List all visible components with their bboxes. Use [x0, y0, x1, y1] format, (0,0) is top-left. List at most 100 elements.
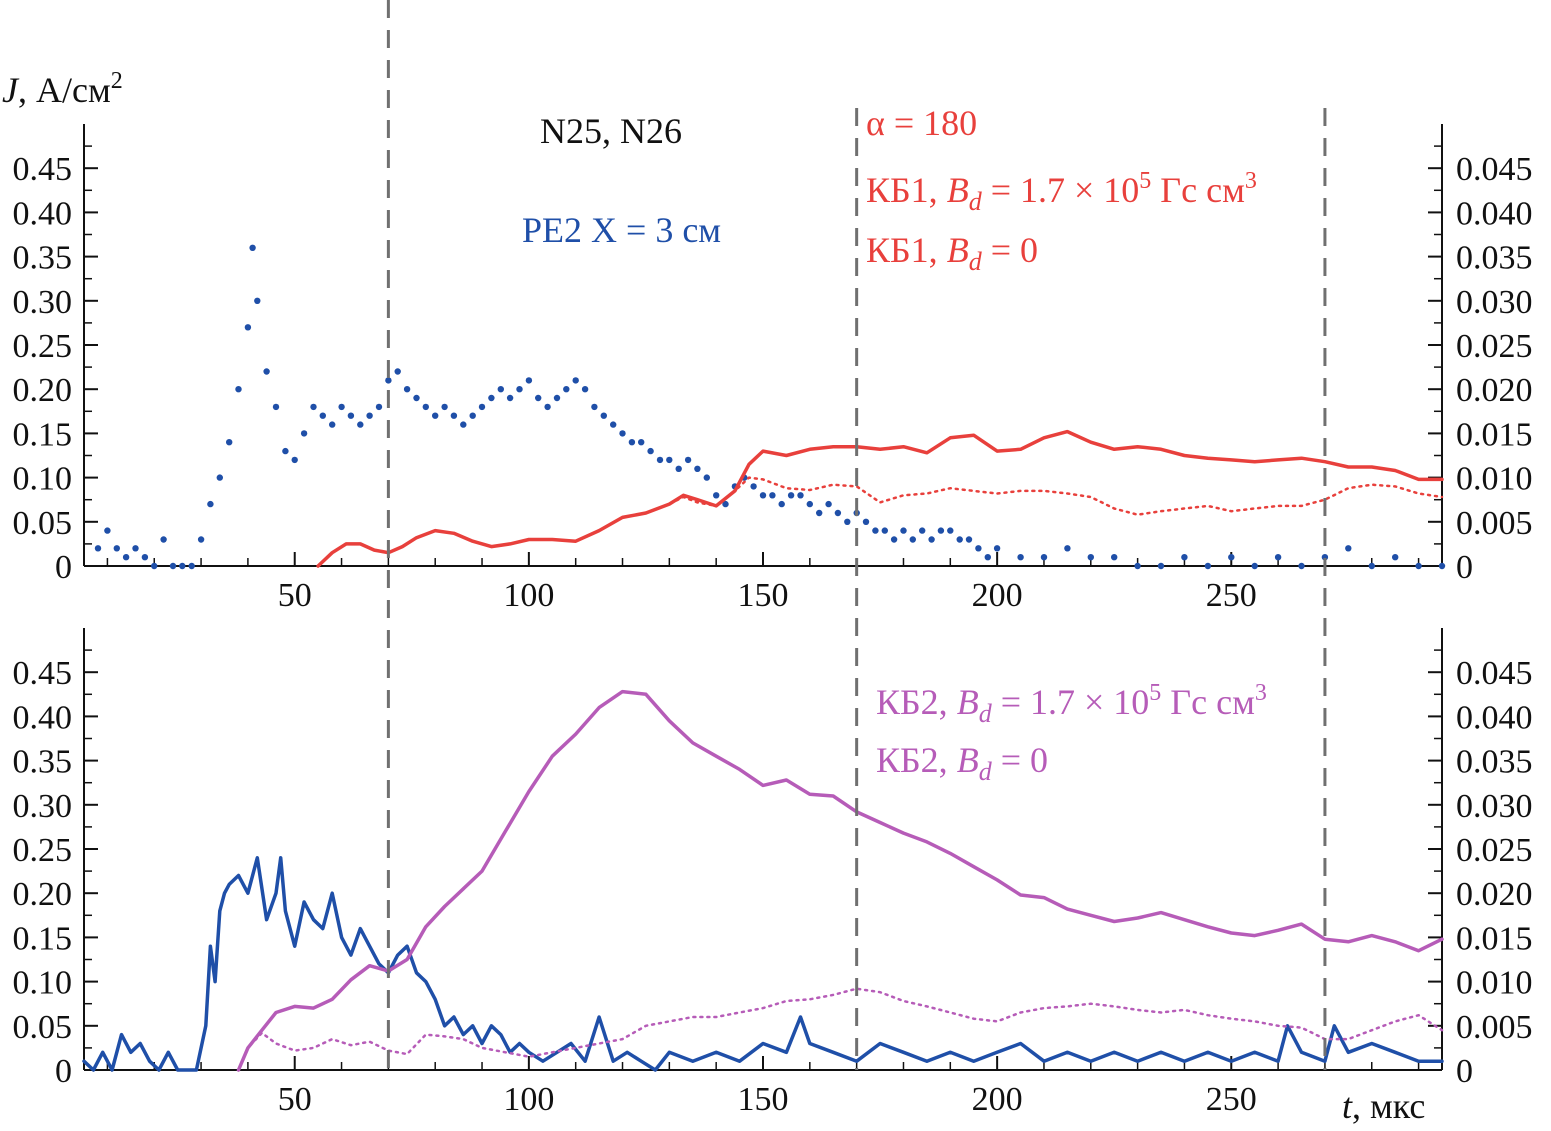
series-line: [316, 476, 1444, 568]
data-point: [956, 536, 963, 543]
data-point: [947, 527, 954, 534]
data-point: [1251, 562, 1258, 570]
alpha-annotation: α = 180: [866, 103, 977, 143]
y-left-tick-label: 0.10: [13, 965, 73, 1002]
data-point: [497, 386, 504, 393]
kb2-zero-legend: КБ2, Bd = 0: [876, 740, 1048, 786]
y-axis-title: J, А/см2: [2, 68, 123, 110]
y-right-tick-label: 0.035: [1456, 240, 1533, 277]
data-point: [806, 500, 813, 508]
data-point: [1228, 554, 1235, 561]
series-bottom-0: [82, 856, 1444, 1072]
data-point: [310, 403, 317, 411]
y-left-tick-label: 0.25: [13, 328, 73, 365]
data-point: [600, 412, 607, 419]
series-line: [237, 987, 1444, 1072]
y-right-tick-label: 0.040: [1456, 195, 1533, 232]
data-point: [844, 518, 851, 525]
data-point: [759, 492, 767, 499]
data-point: [638, 439, 645, 446]
y-right-tick-label: 0.020: [1456, 372, 1533, 409]
y-left-tick-label: 0.35: [13, 744, 73, 781]
data-point: [188, 562, 195, 570]
top-panel: 0 0.05 0.10 0.15 0.20 0.25 0.30 0.35 0.40 0.45 0 0.…: [13, 124, 1533, 614]
series-top-2: [316, 476, 1444, 568]
data-point: [291, 456, 298, 464]
data-point: [300, 430, 308, 437]
x-tick-label: 200: [972, 577, 1023, 614]
data-point: [506, 394, 514, 402]
data-point: [235, 386, 242, 393]
data-point: [1274, 554, 1282, 561]
data-point: [628, 439, 636, 446]
data-point: [413, 394, 420, 402]
data-point: [403, 386, 411, 393]
data-point: [1157, 562, 1165, 570]
data-point: [385, 377, 392, 384]
y-left-tick-label: 0.20: [13, 876, 73, 913]
data-point: [862, 518, 870, 525]
vertical-dashed-lines: [386, 0, 1327, 1070]
series-line: [236, 689, 1444, 1072]
data-point: [713, 492, 720, 499]
data-point: [666, 456, 673, 464]
y-left-tick-label: 0.30: [13, 788, 73, 825]
data-point: [179, 562, 186, 570]
y-right-tick-label: 0.025: [1456, 832, 1533, 869]
data-point: [450, 412, 458, 419]
y-left-tick-label: 0: [55, 549, 72, 586]
data-point: [357, 421, 364, 428]
data-point: [113, 545, 121, 552]
data-point: [919, 527, 926, 534]
data-point: [797, 492, 804, 499]
data-point: [1368, 562, 1376, 570]
data-point: [1392, 554, 1399, 561]
y-left-tick-label: 0.35: [13, 240, 73, 277]
data-point: [572, 377, 579, 384]
y-right-tick-label: 0: [1456, 1053, 1473, 1090]
y-left-tick-label: 0.15: [13, 416, 73, 453]
data-point: [1181, 554, 1188, 561]
data-point: [937, 527, 945, 534]
kb2-bd-legend: КБ2, Bd = 1.7 × 105 Гс см3: [876, 680, 1267, 728]
y-left-tick-label: 0: [55, 1053, 72, 1090]
data-point: [1321, 554, 1329, 561]
data-point: [591, 403, 598, 411]
data-point: [441, 403, 448, 411]
data-point: [684, 456, 692, 464]
data-point: [122, 554, 130, 561]
data-point: [535, 394, 542, 402]
y-right-tick-label: 0.010: [1456, 965, 1533, 1002]
data-point: [928, 536, 935, 543]
data-point: [1415, 562, 1422, 570]
data-point: [675, 465, 682, 472]
bottom-panel: 0 0.05 0.10 0.15 0.20 0.25 0.30 0.35 0.40 0.45 0 0.…: [13, 628, 1533, 1118]
data-point: [488, 394, 495, 402]
y-left-tick-label: 0.10: [13, 461, 73, 498]
y-right-tick-label: 0.005: [1456, 1009, 1533, 1046]
data-point: [422, 403, 429, 411]
pe2-annotation: PE2 X = 3 см: [522, 210, 721, 250]
y-right-tick-label: 0.030: [1456, 284, 1533, 321]
series-line: [82, 856, 1444, 1072]
data-point: [975, 545, 982, 552]
y-left-tick-label: 0.30: [13, 284, 73, 321]
series-top-0: [94, 244, 1446, 570]
data-point: [197, 536, 205, 543]
y-right-tick-label: 0.040: [1456, 699, 1533, 736]
y-right-tick-label: 0.020: [1456, 876, 1533, 913]
data-point: [619, 430, 626, 437]
data-point: [151, 562, 158, 570]
data-point: [366, 412, 373, 419]
kb1-zero-legend: КБ1, Bd = 0: [866, 230, 1038, 276]
data-point: [881, 527, 888, 534]
x-tick-label: 250: [1206, 1081, 1257, 1118]
data-point: [1204, 562, 1212, 570]
data-point: [347, 412, 355, 419]
data-point: [263, 368, 270, 375]
data-point: [169, 562, 177, 570]
data-point: [216, 474, 223, 481]
y-left-tick-label: 0.25: [13, 832, 73, 869]
kb1-bd-legend: КБ1, Bd = 1.7 × 105 Гс см3: [866, 168, 1257, 216]
y-right-tick-label: 0.045: [1456, 655, 1533, 692]
